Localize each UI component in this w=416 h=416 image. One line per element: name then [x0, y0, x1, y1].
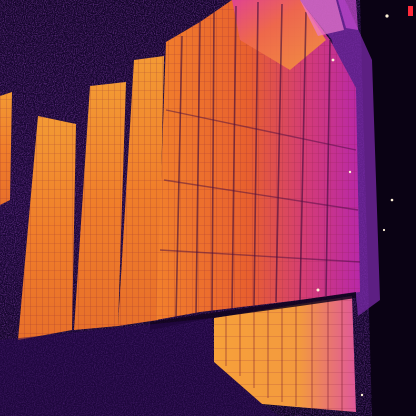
ground-foreground	[0, 318, 280, 416]
panel-row-1	[18, 116, 76, 340]
panel-block-main	[156, 0, 361, 320]
right-panels-cool	[300, 0, 380, 316]
panel-row-far-left	[0, 92, 12, 205]
upper-right-hot	[300, 0, 358, 36]
corner-marker	[408, 6, 413, 16]
right-structure	[360, 0, 416, 416]
row-gap-shadow	[150, 292, 356, 330]
hotspots	[316, 14, 394, 397]
panel-row-3	[118, 56, 164, 326]
panel-row-lower	[214, 296, 356, 412]
panel-row-2	[74, 82, 126, 330]
